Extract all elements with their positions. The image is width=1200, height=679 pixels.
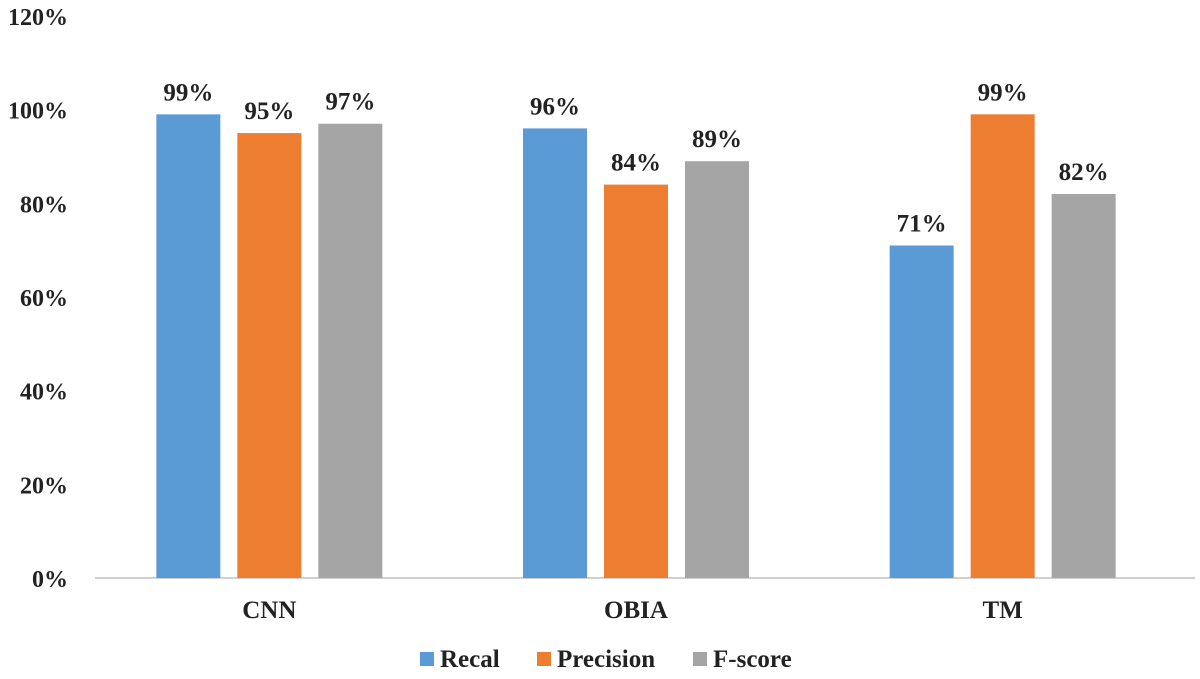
y-tick-label: 60% <box>20 286 68 312</box>
data-label: 96% <box>530 93 580 120</box>
category-labels: CNN OBIA TM <box>242 597 1023 624</box>
data-label: 97% <box>325 89 375 116</box>
y-tick-label: 40% <box>20 380 68 406</box>
data-label: 84% <box>611 150 661 177</box>
y-tick-label: 0% <box>32 567 68 593</box>
legend-label: F-score <box>713 646 792 673</box>
data-label: 82% <box>1059 159 1109 186</box>
legend-label: Precision <box>557 646 655 673</box>
legend-swatch <box>420 652 434 666</box>
data-label: 95% <box>244 98 294 125</box>
data-label: 99% <box>978 79 1028 106</box>
data-label: 71% <box>897 210 947 237</box>
bars <box>156 114 1116 579</box>
bar-f-score-tm <box>1051 193 1116 578</box>
y-tick-label: 20% <box>20 473 68 499</box>
data-labels: 99% 95% 97% 96% 84% 89% 71% 99% 82% <box>163 79 1108 237</box>
data-label: 89% <box>692 126 742 153</box>
y-tick-label: 120% <box>8 5 68 31</box>
legend-swatch <box>693 652 707 666</box>
legend: Recal Precision F-score <box>420 646 792 673</box>
data-label: 99% <box>163 79 213 106</box>
x-category-label: TM <box>983 597 1023 624</box>
bar-recal-cnn <box>156 114 221 578</box>
bar-recal-tm <box>889 245 954 578</box>
bar-f-score-cnn <box>318 123 383 578</box>
bar-precision-obia <box>604 184 668 578</box>
bar-f-score-obia <box>685 161 749 578</box>
x-category-label: OBIA <box>604 597 668 624</box>
y-axis-ticks: 0% 20% 40% 60% 80% 100% 120% <box>8 5 68 593</box>
legend-swatch <box>537 652 551 666</box>
x-category-label: CNN <box>242 597 296 624</box>
bar-precision-cnn <box>237 133 302 579</box>
bar-precision-tm <box>970 114 1035 578</box>
y-tick-label: 100% <box>8 99 68 125</box>
bar-recal-obia <box>523 128 587 578</box>
y-tick-label: 80% <box>20 192 68 218</box>
legend-label: Recal <box>440 646 500 673</box>
